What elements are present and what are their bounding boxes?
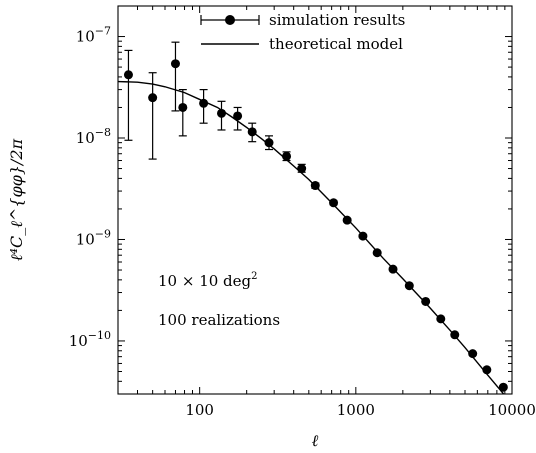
x-tick-label-100: 100 (185, 401, 214, 419)
data-point (329, 198, 339, 208)
data-point (421, 296, 431, 306)
data-marker (247, 127, 257, 137)
legend-marker (225, 15, 235, 25)
data-point (450, 330, 460, 340)
data-point (310, 181, 320, 191)
data-point (233, 106, 243, 131)
data-point (498, 382, 508, 392)
y-tick-label-1e-10: 10−10 (69, 329, 111, 350)
plot-frame (117, 5, 513, 395)
annotation-realizations: 100 realizations (158, 311, 280, 329)
x-axis-label: ℓ (312, 431, 319, 450)
data-marker (358, 231, 368, 241)
x-tick-label-10000: 10000 (488, 401, 536, 419)
annotation-area: 10 × 10 deg2 (158, 271, 258, 290)
x-tick-labels: 100 1000 10000 (185, 401, 536, 419)
data-marker (468, 349, 478, 359)
data-marker (450, 330, 460, 340)
simulation-points (123, 41, 508, 392)
data-point (282, 151, 292, 162)
data-point (358, 231, 368, 241)
data-point (123, 49, 133, 141)
data-marker (148, 93, 158, 103)
data-marker (282, 151, 292, 161)
data-marker (264, 138, 274, 148)
data-point (372, 248, 382, 258)
data-marker (123, 70, 133, 80)
data-point (264, 135, 274, 151)
data-marker (329, 198, 339, 208)
data-marker (404, 281, 414, 291)
legend: simulation results theoretical model (200, 11, 405, 53)
data-marker (178, 102, 188, 112)
y-tick-labels: 10−7 10−8 10−9 10−10 (69, 25, 111, 350)
data-point (178, 88, 188, 137)
data-marker (217, 108, 227, 118)
data-marker (498, 382, 508, 392)
data-point (247, 122, 257, 143)
data-point (148, 72, 158, 160)
data-point (468, 349, 478, 359)
y-tick-label-1e-8: 10−8 (76, 126, 111, 147)
data-marker (342, 215, 352, 225)
theoretical-model-line (118, 80, 505, 394)
legend-label-simulation: simulation results (269, 11, 405, 29)
data-marker (233, 111, 243, 121)
legend-label-theory: theoretical model (269, 35, 403, 53)
data-point (404, 281, 414, 291)
data-point (199, 88, 209, 124)
data-point (436, 314, 446, 324)
data-point (217, 100, 227, 131)
y-tick-label-1e-9: 10−9 (76, 227, 111, 248)
data-point (297, 163, 307, 174)
major-ticks (118, 6, 513, 394)
data-marker (421, 296, 431, 306)
data-marker (436, 314, 446, 324)
data-marker (297, 164, 307, 174)
y-tick-label-1e-7: 10−7 (76, 25, 111, 46)
x-tick-label-1000: 1000 (337, 401, 375, 419)
data-marker (199, 98, 209, 108)
data-marker (388, 264, 398, 274)
data-marker (170, 59, 180, 69)
minor-ticks (117, 5, 512, 395)
data-marker (482, 365, 492, 375)
data-point (388, 264, 398, 274)
y-axis-label: ℓ⁴C_ℓ^{φφ}/2π (7, 138, 26, 261)
data-point (342, 215, 352, 225)
data-marker (372, 248, 382, 258)
data-marker (310, 181, 320, 191)
data-point (482, 365, 492, 375)
data-point (170, 41, 180, 112)
